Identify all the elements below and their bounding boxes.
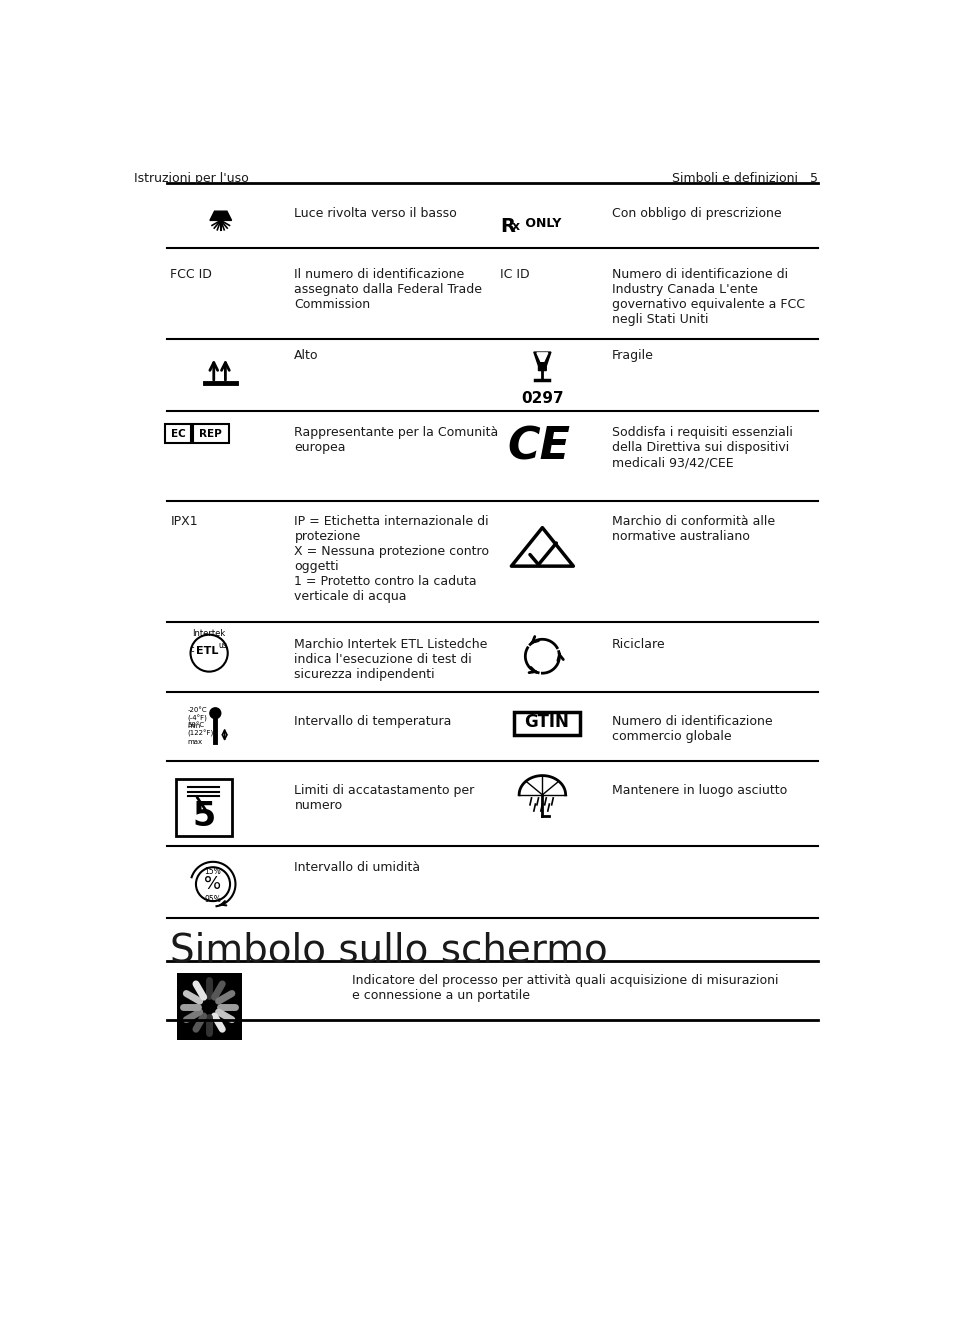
Text: 15%: 15%: [204, 867, 222, 876]
Text: Indicatore del processo per attività quali acquisizione di misurazioni
e conness: Indicatore del processo per attività qua…: [352, 975, 779, 1002]
Text: 50°C
(122°F)
max: 50°C (122°F) max: [187, 723, 214, 745]
Text: Numero di identificazione di
Industry Canada L'ente
governativo equivalente a FC: Numero di identificazione di Industry Ca…: [612, 269, 805, 327]
Text: Limiti di accatastamento per
numero: Limiti di accatastamento per numero: [295, 784, 474, 813]
Text: IP = Etichetta internazionale di
protezione
X = Nessuna protezione contro
oggett: IP = Etichetta internazionale di protezi…: [295, 515, 490, 603]
Polygon shape: [537, 353, 548, 361]
Text: Simboli e definizioni   5: Simboli e definizioni 5: [671, 173, 818, 184]
Text: Luce rivolta verso il basso: Luce rivolta verso il basso: [295, 207, 457, 220]
Text: Fragile: Fragile: [612, 349, 654, 362]
Text: ETL: ETL: [197, 645, 219, 656]
Text: Istruzioni per l'uso: Istruzioni per l'uso: [134, 173, 249, 184]
Text: EC: EC: [171, 429, 185, 439]
Text: c: c: [190, 645, 194, 653]
Text: Rappresentante per la Comunità
europea: Rappresentante per la Comunità europea: [295, 425, 498, 454]
Polygon shape: [534, 352, 551, 370]
Text: 5: 5: [192, 799, 215, 832]
Text: -20°C
(-4°F)
min: -20°C (-4°F) min: [187, 707, 207, 730]
Text: REP: REP: [200, 429, 222, 439]
Text: ONLY: ONLY: [521, 217, 562, 230]
Text: GTIN: GTIN: [524, 714, 569, 731]
FancyBboxPatch shape: [193, 424, 229, 443]
Text: Con obbligo di prescrizione: Con obbligo di prescrizione: [612, 207, 781, 220]
Text: Mantenere in luogo asciutto: Mantenere in luogo asciutto: [612, 784, 787, 797]
Bar: [176, 780, 231, 836]
Text: Il numero di identificazione
assegnato dalla Federal Trade
Commission: Il numero di identificazione assegnato d…: [295, 269, 482, 311]
FancyBboxPatch shape: [514, 711, 581, 735]
Text: $\mathbf{x}$: $\mathbf{x}$: [512, 220, 521, 233]
Text: Simbolo sullo schermo: Simbolo sullo schermo: [170, 932, 608, 969]
Text: Numero di identificazione
commercio globale: Numero di identificazione commercio glob…: [612, 715, 773, 743]
Text: Intertek: Intertek: [193, 628, 226, 637]
Text: Intervallo di umidità: Intervallo di umidità: [295, 861, 420, 874]
Text: 95%: 95%: [204, 896, 222, 905]
Text: us: us: [219, 641, 228, 651]
Text: %: %: [204, 876, 222, 893]
Text: Intervallo di temperatura: Intervallo di temperatura: [295, 715, 452, 728]
Bar: [177, 973, 242, 1040]
Text: CE: CE: [507, 425, 570, 469]
Text: Riciclare: Riciclare: [612, 637, 665, 651]
Text: 0297: 0297: [521, 391, 564, 406]
FancyBboxPatch shape: [165, 424, 191, 443]
Text: $\mathbf{R}$: $\mathbf{R}$: [500, 217, 516, 236]
Circle shape: [210, 707, 221, 719]
Text: Marchio Intertek ETL Listedche
indica l'esecuzione di test di
sicurezza indipend: Marchio Intertek ETL Listedche indica l'…: [295, 637, 488, 681]
Text: Marchio di conformità alle
normative australiano: Marchio di conformità alle normative aus…: [612, 515, 776, 543]
Text: FCC ID: FCC ID: [170, 269, 212, 281]
Text: Alto: Alto: [295, 349, 319, 362]
Text: Soddisfa i requisiti essenziali
della Direttiva sui dispositivi
medicali 93/42/C: Soddisfa i requisiti essenziali della Di…: [612, 425, 793, 469]
Text: IC ID: IC ID: [500, 269, 529, 281]
Text: IPX1: IPX1: [170, 515, 198, 528]
Polygon shape: [210, 211, 231, 220]
